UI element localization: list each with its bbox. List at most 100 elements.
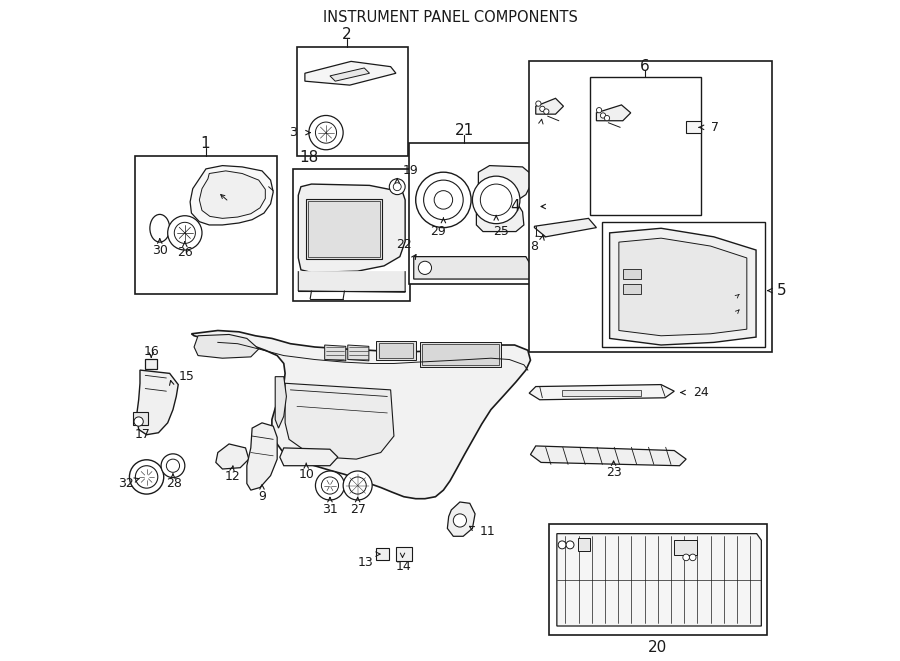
Text: 7: 7 [711, 121, 719, 134]
Polygon shape [280, 448, 338, 466]
Circle shape [536, 101, 541, 106]
Circle shape [393, 182, 401, 190]
Circle shape [600, 113, 606, 118]
Circle shape [167, 215, 202, 250]
Text: 8: 8 [530, 239, 538, 253]
Text: 5: 5 [778, 283, 787, 298]
Polygon shape [609, 228, 756, 345]
Circle shape [472, 176, 520, 223]
Text: 31: 31 [322, 503, 338, 516]
Text: 15: 15 [178, 370, 194, 383]
Bar [602, 221, 765, 347]
Polygon shape [529, 385, 674, 400]
Polygon shape [275, 377, 286, 428]
Circle shape [424, 180, 464, 219]
Polygon shape [199, 171, 266, 218]
Polygon shape [190, 166, 274, 225]
Polygon shape [447, 502, 475, 536]
Polygon shape [192, 330, 530, 498]
Bar [379, 343, 413, 358]
Circle shape [135, 466, 158, 488]
Bar [306, 198, 382, 259]
Polygon shape [597, 105, 631, 121]
Polygon shape [216, 444, 248, 469]
Polygon shape [619, 238, 747, 336]
Circle shape [558, 541, 566, 549]
Text: 1: 1 [201, 136, 211, 151]
Bar [623, 284, 642, 294]
Bar [549, 524, 767, 635]
Text: 28: 28 [166, 477, 182, 490]
Polygon shape [247, 423, 277, 490]
Circle shape [390, 178, 405, 194]
Text: 24: 24 [693, 386, 708, 399]
Circle shape [434, 190, 453, 209]
Polygon shape [414, 256, 530, 279]
Text: 12: 12 [224, 471, 240, 483]
Text: 19: 19 [402, 165, 418, 177]
Text: 18: 18 [300, 149, 319, 165]
Circle shape [134, 417, 143, 426]
Bar [133, 412, 148, 426]
Circle shape [597, 108, 602, 113]
Text: 17: 17 [135, 428, 150, 442]
Bar [410, 143, 531, 284]
Circle shape [683, 554, 689, 561]
Text: 25: 25 [493, 225, 509, 238]
Circle shape [540, 106, 545, 112]
Text: 22: 22 [396, 238, 411, 251]
Polygon shape [285, 383, 394, 459]
Circle shape [481, 184, 512, 215]
Text: 32: 32 [118, 477, 133, 490]
Bar [420, 342, 500, 368]
Text: 26: 26 [177, 246, 193, 259]
Circle shape [343, 471, 373, 500]
Text: 23: 23 [606, 466, 622, 479]
Polygon shape [137, 370, 178, 435]
Ellipse shape [150, 214, 170, 242]
Bar [623, 269, 642, 279]
Polygon shape [305, 61, 396, 85]
Polygon shape [194, 334, 258, 358]
Bar [135, 156, 276, 294]
Bar [145, 359, 158, 369]
Circle shape [161, 454, 184, 478]
Polygon shape [557, 533, 761, 626]
Circle shape [689, 554, 696, 561]
Text: 9: 9 [258, 490, 265, 503]
Circle shape [166, 459, 180, 473]
Bar [293, 169, 410, 301]
Polygon shape [347, 345, 369, 361]
Polygon shape [530, 446, 686, 466]
Bar [297, 47, 408, 156]
Circle shape [315, 122, 337, 143]
Text: 30: 30 [152, 244, 167, 257]
Text: 27: 27 [350, 503, 365, 516]
Polygon shape [325, 345, 346, 361]
Text: INSTRUMENT PANEL COMPONENTS: INSTRUMENT PANEL COMPONENTS [322, 10, 578, 24]
Polygon shape [298, 271, 405, 292]
Text: 29: 29 [430, 225, 446, 238]
Circle shape [175, 222, 195, 243]
Circle shape [604, 116, 609, 121]
Circle shape [349, 477, 366, 494]
Circle shape [566, 541, 574, 549]
Text: 11: 11 [480, 525, 495, 537]
Circle shape [315, 471, 345, 500]
Bar [396, 547, 412, 561]
Circle shape [309, 116, 343, 150]
Circle shape [454, 514, 466, 527]
Text: 16: 16 [144, 345, 159, 358]
Text: 2: 2 [342, 28, 352, 42]
Polygon shape [476, 166, 530, 231]
Bar [590, 77, 701, 215]
Polygon shape [535, 218, 597, 237]
Text: 10: 10 [298, 468, 314, 481]
Bar [376, 341, 416, 360]
Polygon shape [536, 98, 563, 114]
Circle shape [321, 477, 338, 494]
Bar [562, 390, 642, 397]
Bar [308, 200, 380, 257]
Bar [686, 121, 701, 133]
Text: 3: 3 [289, 126, 297, 139]
